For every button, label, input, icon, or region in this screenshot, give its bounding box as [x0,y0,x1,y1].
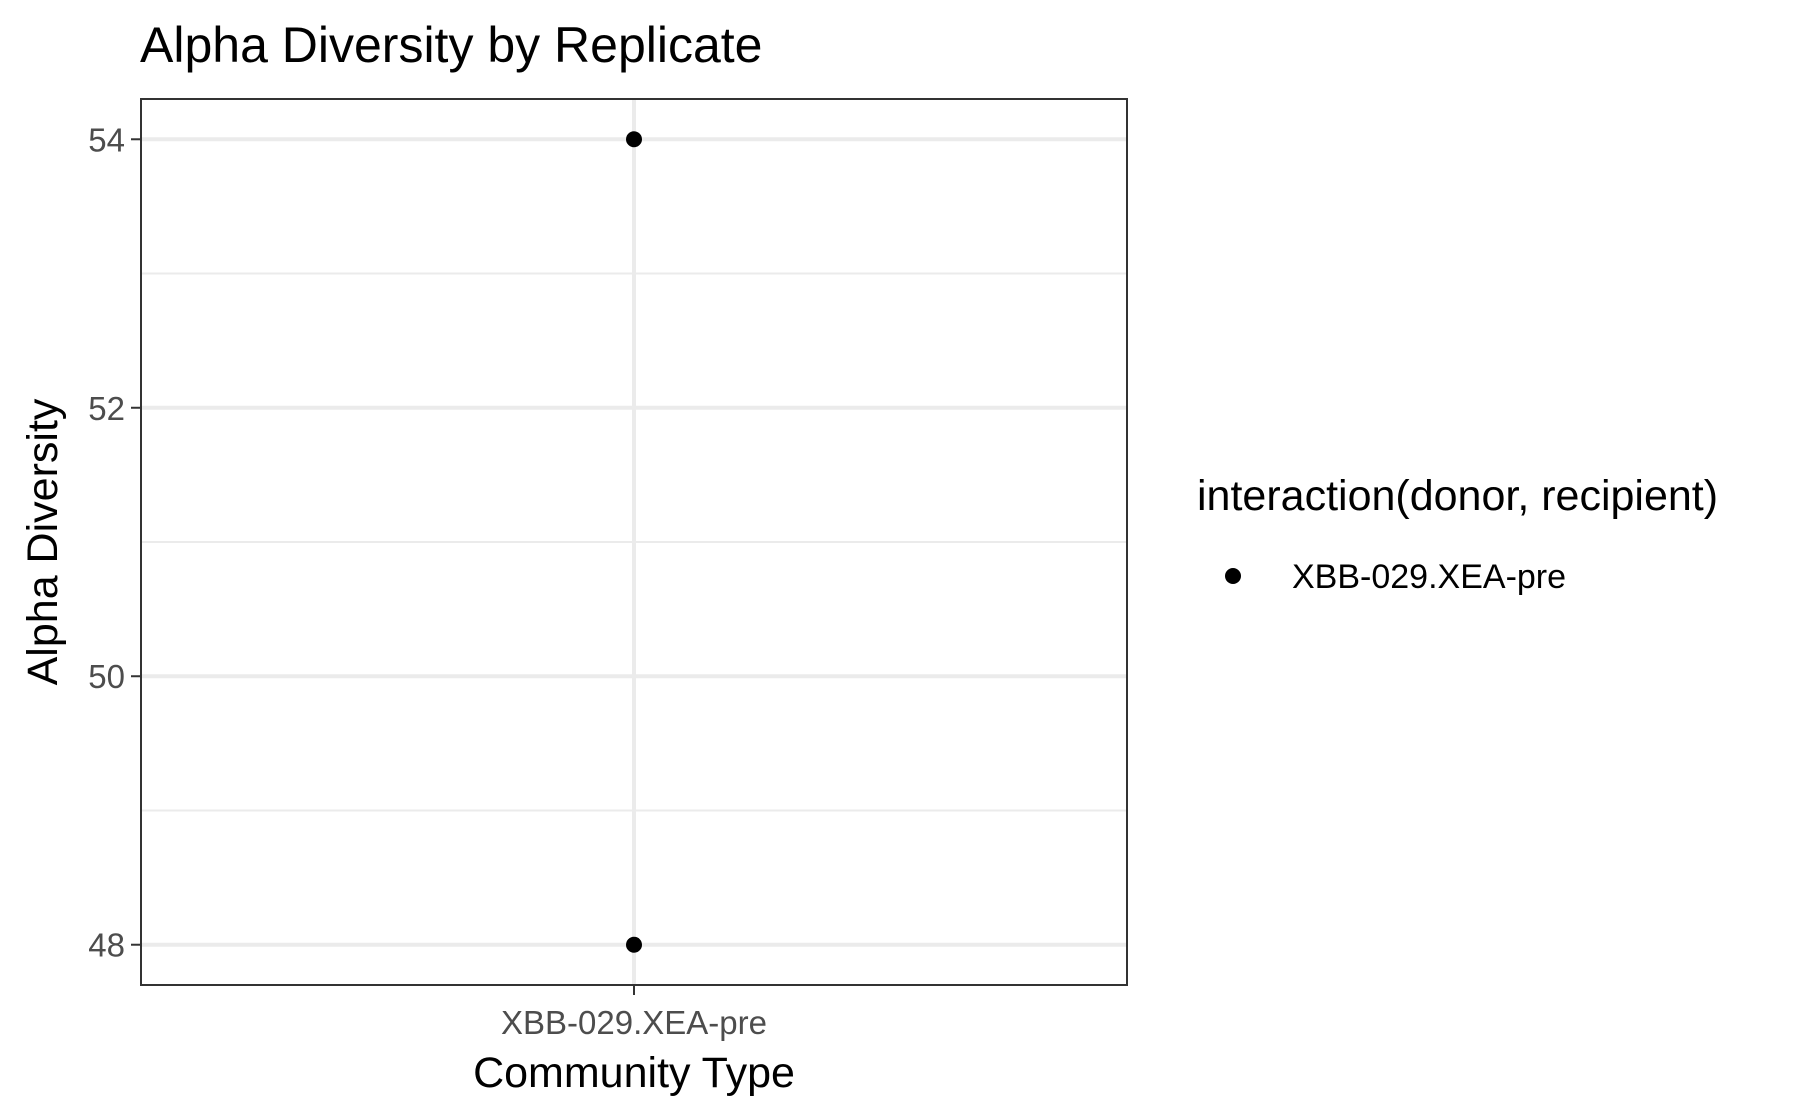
data-point [626,936,642,953]
data-point [626,131,642,148]
y-tick-label: 54 [88,121,125,158]
legend-items: XBB-029.XEA-pre [1225,558,1566,596]
y-tick-label: 50 [88,658,125,695]
x-tick-label: XBB-029.XEA-pre [501,1004,767,1041]
plot-panel [140,98,1128,986]
y-axis-title: Alpha Diversity [19,398,67,685]
legend: interaction(donor, recipient) XBB-029.XE… [1197,472,1718,596]
y-tick-label: 48 [88,927,125,964]
y-tick-label: 52 [88,390,125,427]
chart-title: Alpha Diversity by Replicate [140,17,763,73]
legend-key [1225,568,1241,584]
y-axis: 48 50 52 54 [88,121,141,964]
data-points [626,131,642,953]
legend-title: interaction(donor, recipient) [1197,472,1718,520]
x-axis-title: Community Type [473,1049,795,1097]
legend-label: XBB-029.XEA-pre [1292,558,1566,596]
x-axis: XBB-029.XEA-pre [501,985,767,1041]
